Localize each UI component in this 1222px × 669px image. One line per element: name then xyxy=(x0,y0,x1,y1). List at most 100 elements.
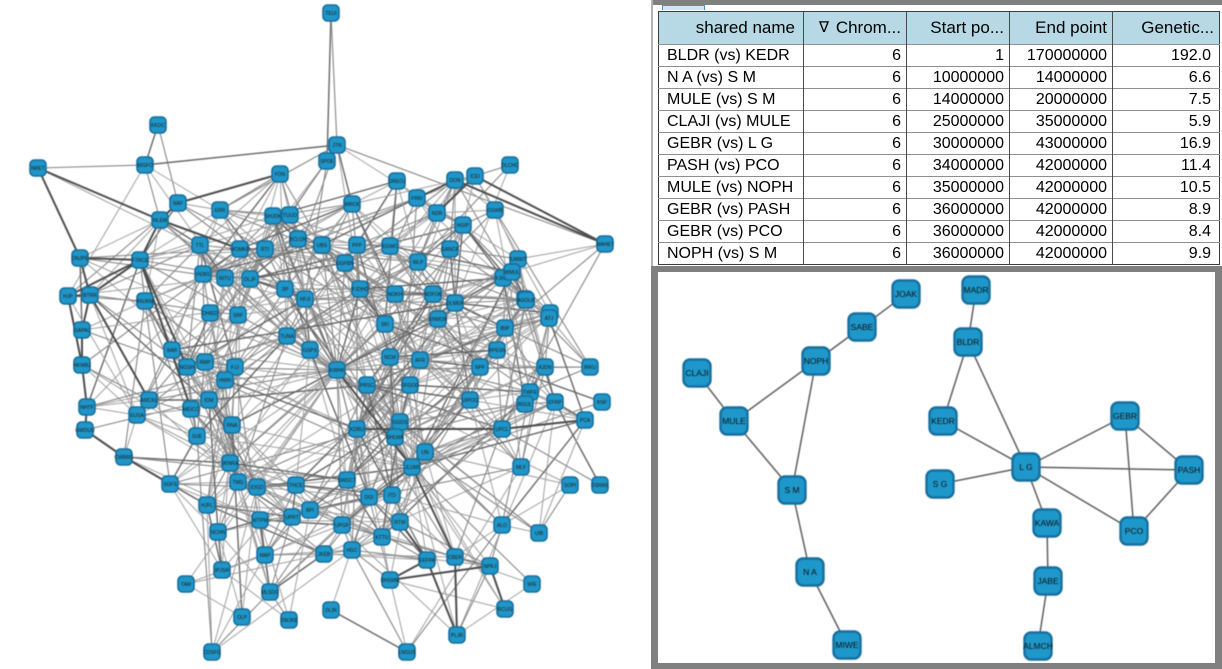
svg-text:RCUG: RCUG xyxy=(498,607,513,613)
svg-text:ONJPE: ONJPE xyxy=(72,256,89,262)
svg-text:UIPOG: UIPOG xyxy=(462,398,478,404)
svg-text:PCA: PCA xyxy=(580,418,591,424)
svg-text:ERR: ERR xyxy=(215,208,226,214)
svg-text:GAPAL: GAPAL xyxy=(74,328,91,334)
svg-text:OREOJ: OREOJ xyxy=(388,179,406,185)
svg-text:UPGF: UPGF xyxy=(335,523,349,529)
svg-text:NAF: NAF xyxy=(173,201,183,207)
svg-text:TEUI: TEUI xyxy=(325,11,336,17)
svg-text:RPESN: RPESN xyxy=(488,348,506,354)
svg-text:ATJ: ATJ xyxy=(545,316,554,322)
svg-text:EEFPA: EEFPA xyxy=(419,558,436,564)
svg-text:HGIP: HGIP xyxy=(457,223,470,229)
svg-text:FJJ: FJJ xyxy=(231,365,240,371)
svg-text:RTW: RTW xyxy=(394,520,406,526)
svg-text:BCLON: BCLON xyxy=(289,237,307,243)
svg-text:JOAK: JOAK xyxy=(895,289,918,299)
svg-text:DLCHC: DLCHC xyxy=(501,163,519,169)
svg-text:HJP: HJP xyxy=(63,294,73,300)
svg-text:WMUL: WMUL xyxy=(504,270,519,276)
svg-text:FEBG: FEBG xyxy=(196,272,210,278)
svg-text:FRKI: FRKI xyxy=(411,196,422,202)
svg-text:UPRT: UPRT xyxy=(285,515,299,521)
svg-text:MAP: MAP xyxy=(260,553,272,559)
svg-text:GSPS: GSPS xyxy=(303,348,318,354)
svg-text:DSNWL: DSNWL xyxy=(591,483,609,489)
svg-text:UFCL: UFCL xyxy=(495,427,508,433)
svg-text:KNF: KNF xyxy=(597,400,607,406)
svg-text:JABE: JABE xyxy=(1037,576,1059,586)
svg-text:IJN: IJN xyxy=(421,450,429,456)
svg-text:CDSFG: CDSFG xyxy=(203,650,221,656)
svg-text:DHIED: DHIED xyxy=(202,311,218,317)
svg-text:SABE: SABE xyxy=(851,322,874,332)
svg-text:GANCP: GANCP xyxy=(441,247,459,253)
svg-text:JKEB: JKEB xyxy=(318,552,331,558)
svg-text:KAWA: KAWA xyxy=(1035,518,1060,528)
svg-text:DLIR: DLIR xyxy=(325,608,337,614)
svg-text:RITU: RITU xyxy=(219,276,231,282)
svg-text:PCO: PCO xyxy=(1125,526,1144,536)
svg-text:IOGD: IOGD xyxy=(251,485,264,491)
svg-text:NDR: NDR xyxy=(432,211,443,217)
svg-text:DLJF: DLJF xyxy=(244,277,256,283)
svg-text:CWBRG: CWBRG xyxy=(114,455,133,461)
svg-text:JLUMI: JLUMI xyxy=(405,465,419,471)
svg-text:SGFS: SGFS xyxy=(163,482,177,488)
svg-text:BPI: BPI xyxy=(306,508,314,514)
svg-text:KEDR: KEDR xyxy=(931,416,955,426)
svg-text:FTRCE: FTRCE xyxy=(132,258,149,264)
svg-text:SUE: SUE xyxy=(192,434,203,440)
svg-text:FJHJP: FJHJP xyxy=(496,276,512,282)
svg-text:TTL: TTL xyxy=(196,243,205,249)
svg-text:AFR: AFR xyxy=(415,358,425,364)
svg-text:TMG: TMG xyxy=(232,480,243,486)
svg-text:SHLWA: SHLWA xyxy=(386,435,404,441)
svg-text:NHTF: NHTF xyxy=(80,405,93,411)
svg-text:HWH: HWH xyxy=(219,378,231,384)
svg-text:RMP: RMP xyxy=(199,360,211,366)
svg-text:RGUL: RGUL xyxy=(518,402,532,408)
svg-text:KKDC: KKDC xyxy=(151,123,165,129)
svg-text:JTN: JTN xyxy=(332,143,342,149)
svg-text:S G: S G xyxy=(933,479,948,489)
svg-text:BAR: BAR xyxy=(167,348,178,354)
svg-text:BTRR: BTRR xyxy=(83,293,97,299)
svg-text:THCE: THCE xyxy=(289,483,303,489)
svg-text:PFP: PFP xyxy=(352,243,362,249)
svg-text:NPF: NPF xyxy=(475,365,485,371)
svg-text:HFJI: HFJI xyxy=(300,297,311,303)
svg-text:TAM: TAM xyxy=(181,582,191,588)
svg-text:NLEM: NLEM xyxy=(153,218,167,224)
svg-text:EGWC: EGWC xyxy=(382,244,398,250)
svg-text:WRCK: WRCK xyxy=(344,202,360,208)
svg-text:NCM: NCM xyxy=(384,355,395,361)
svg-text:PASH: PASH xyxy=(1178,465,1201,475)
svg-text:EFRP: EFRP xyxy=(548,400,562,406)
svg-text:GSWB: GSWB xyxy=(487,208,503,214)
svg-text:WLP: WLP xyxy=(413,260,425,266)
svg-text:GGDS: GGDS xyxy=(393,420,408,426)
svg-text:KNMON: KNMON xyxy=(429,317,448,323)
svg-text:NGSH: NGSH xyxy=(180,365,195,371)
svg-text:TWFE: TWFE xyxy=(523,390,538,396)
svg-text:ALO: ALO xyxy=(497,523,507,529)
svg-text:MEICC: MEICC xyxy=(183,407,200,413)
svg-text:ALMCH: ALMCH xyxy=(1023,641,1053,651)
svg-text:ITD: ITD xyxy=(388,493,396,499)
svg-text:RNJKM: RNJKM xyxy=(136,299,153,305)
svg-text:NDFOK: NDFOK xyxy=(424,292,442,298)
svg-text:ICEI: ICEI xyxy=(470,174,480,180)
svg-text:AJDN: AJDN xyxy=(538,365,551,371)
svg-text:KDBU: KDBU xyxy=(350,427,364,433)
svg-text:IPJSR: IPJSR xyxy=(215,568,230,574)
svg-text:PRSC: PRSC xyxy=(360,383,374,389)
svg-text:WGFO: WGFO xyxy=(137,163,153,169)
svg-text:DFGOD: DFGOD xyxy=(401,383,419,389)
svg-text:UGFBN: UGFBN xyxy=(336,261,354,267)
svg-text:CLAJI: CLAJI xyxy=(685,368,708,378)
svg-text:SOPI: SOPI xyxy=(564,483,576,489)
svg-text:MLF: MLF xyxy=(516,465,526,471)
svg-text:UBS: UBS xyxy=(317,243,328,249)
svg-text:MLSDO: MLSDO xyxy=(261,590,279,596)
